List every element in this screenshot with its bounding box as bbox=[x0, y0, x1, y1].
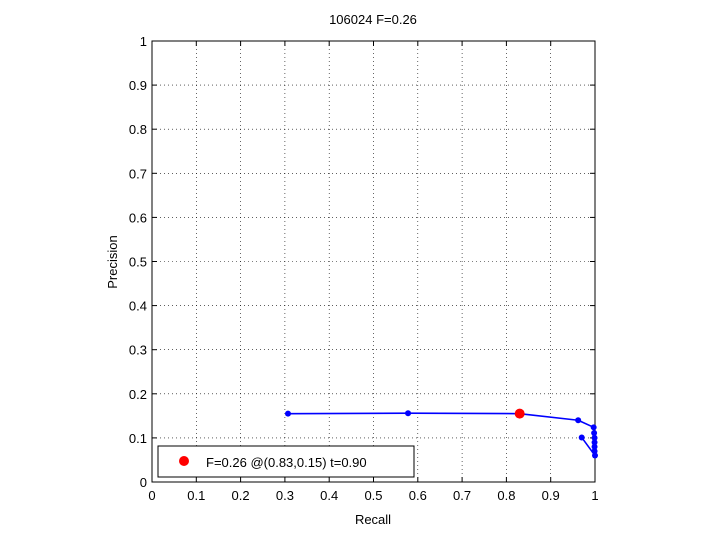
x-tick-label: 1 bbox=[591, 488, 598, 503]
y-tick-label: 0.4 bbox=[129, 299, 147, 314]
data-point bbox=[405, 410, 412, 417]
y-axis-label: Precision bbox=[105, 235, 120, 288]
x-tick-label: 0.4 bbox=[320, 488, 338, 503]
x-tick-label: 0.8 bbox=[497, 488, 515, 503]
data-point bbox=[591, 430, 598, 437]
y-tick-label: 0 bbox=[140, 475, 147, 490]
y-tick-label: 0.3 bbox=[129, 343, 147, 358]
legend-marker bbox=[179, 456, 189, 466]
legend-label: F=0.26 @(0.83,0.15) t=0.90 bbox=[206, 455, 367, 470]
y-tick-label: 1 bbox=[140, 34, 147, 49]
y-tick-label: 0.5 bbox=[129, 255, 147, 270]
y-tick-label: 0.7 bbox=[129, 166, 147, 181]
legend: F=0.26 @(0.83,0.15) t=0.90 bbox=[157, 445, 415, 478]
legend-box bbox=[157, 445, 415, 478]
x-tick-label: 0.5 bbox=[364, 488, 382, 503]
x-tick-label: 0.6 bbox=[409, 488, 427, 503]
data-point bbox=[591, 443, 598, 450]
data-point bbox=[578, 434, 585, 441]
chart-title: 106024 F=0.26 bbox=[329, 12, 417, 27]
x-tick-label: 0.3 bbox=[276, 488, 294, 503]
x-tick-label: 0.9 bbox=[542, 488, 560, 503]
x-tick-label: 0.2 bbox=[232, 488, 250, 503]
data-point bbox=[592, 452, 598, 459]
data-point bbox=[591, 434, 598, 441]
y-tick-label: 0.8 bbox=[129, 122, 147, 137]
y-tick-label: 0.1 bbox=[129, 431, 147, 446]
x-axis-ticks: 0 0.1 0.2 0.3 0.4 0.5 0.6 0.7 0.8 0.9 1 bbox=[148, 41, 599, 503]
x-axis-label: Recall bbox=[355, 512, 391, 527]
x-tick-label: 0 bbox=[148, 488, 155, 503]
y-tick-label: 0.2 bbox=[129, 387, 147, 402]
data-point bbox=[285, 410, 292, 417]
data-point bbox=[591, 439, 598, 446]
best-f-point bbox=[514, 408, 525, 419]
grid bbox=[152, 41, 595, 482]
y-tick-label: 0.6 bbox=[129, 210, 147, 225]
data-point bbox=[575, 417, 582, 424]
series-layer bbox=[285, 408, 598, 459]
y-tick-label: 0.9 bbox=[129, 78, 147, 93]
data-point bbox=[591, 448, 598, 455]
x-tick-label: 0.7 bbox=[453, 488, 471, 503]
x-tick-label: 0.1 bbox=[187, 488, 205, 503]
y-axis-ticks: 0 0.1 0.2 0.3 0.4 0.5 0.6 0.7 0.8 0.9 1 bbox=[129, 34, 595, 490]
data-point bbox=[590, 424, 597, 431]
